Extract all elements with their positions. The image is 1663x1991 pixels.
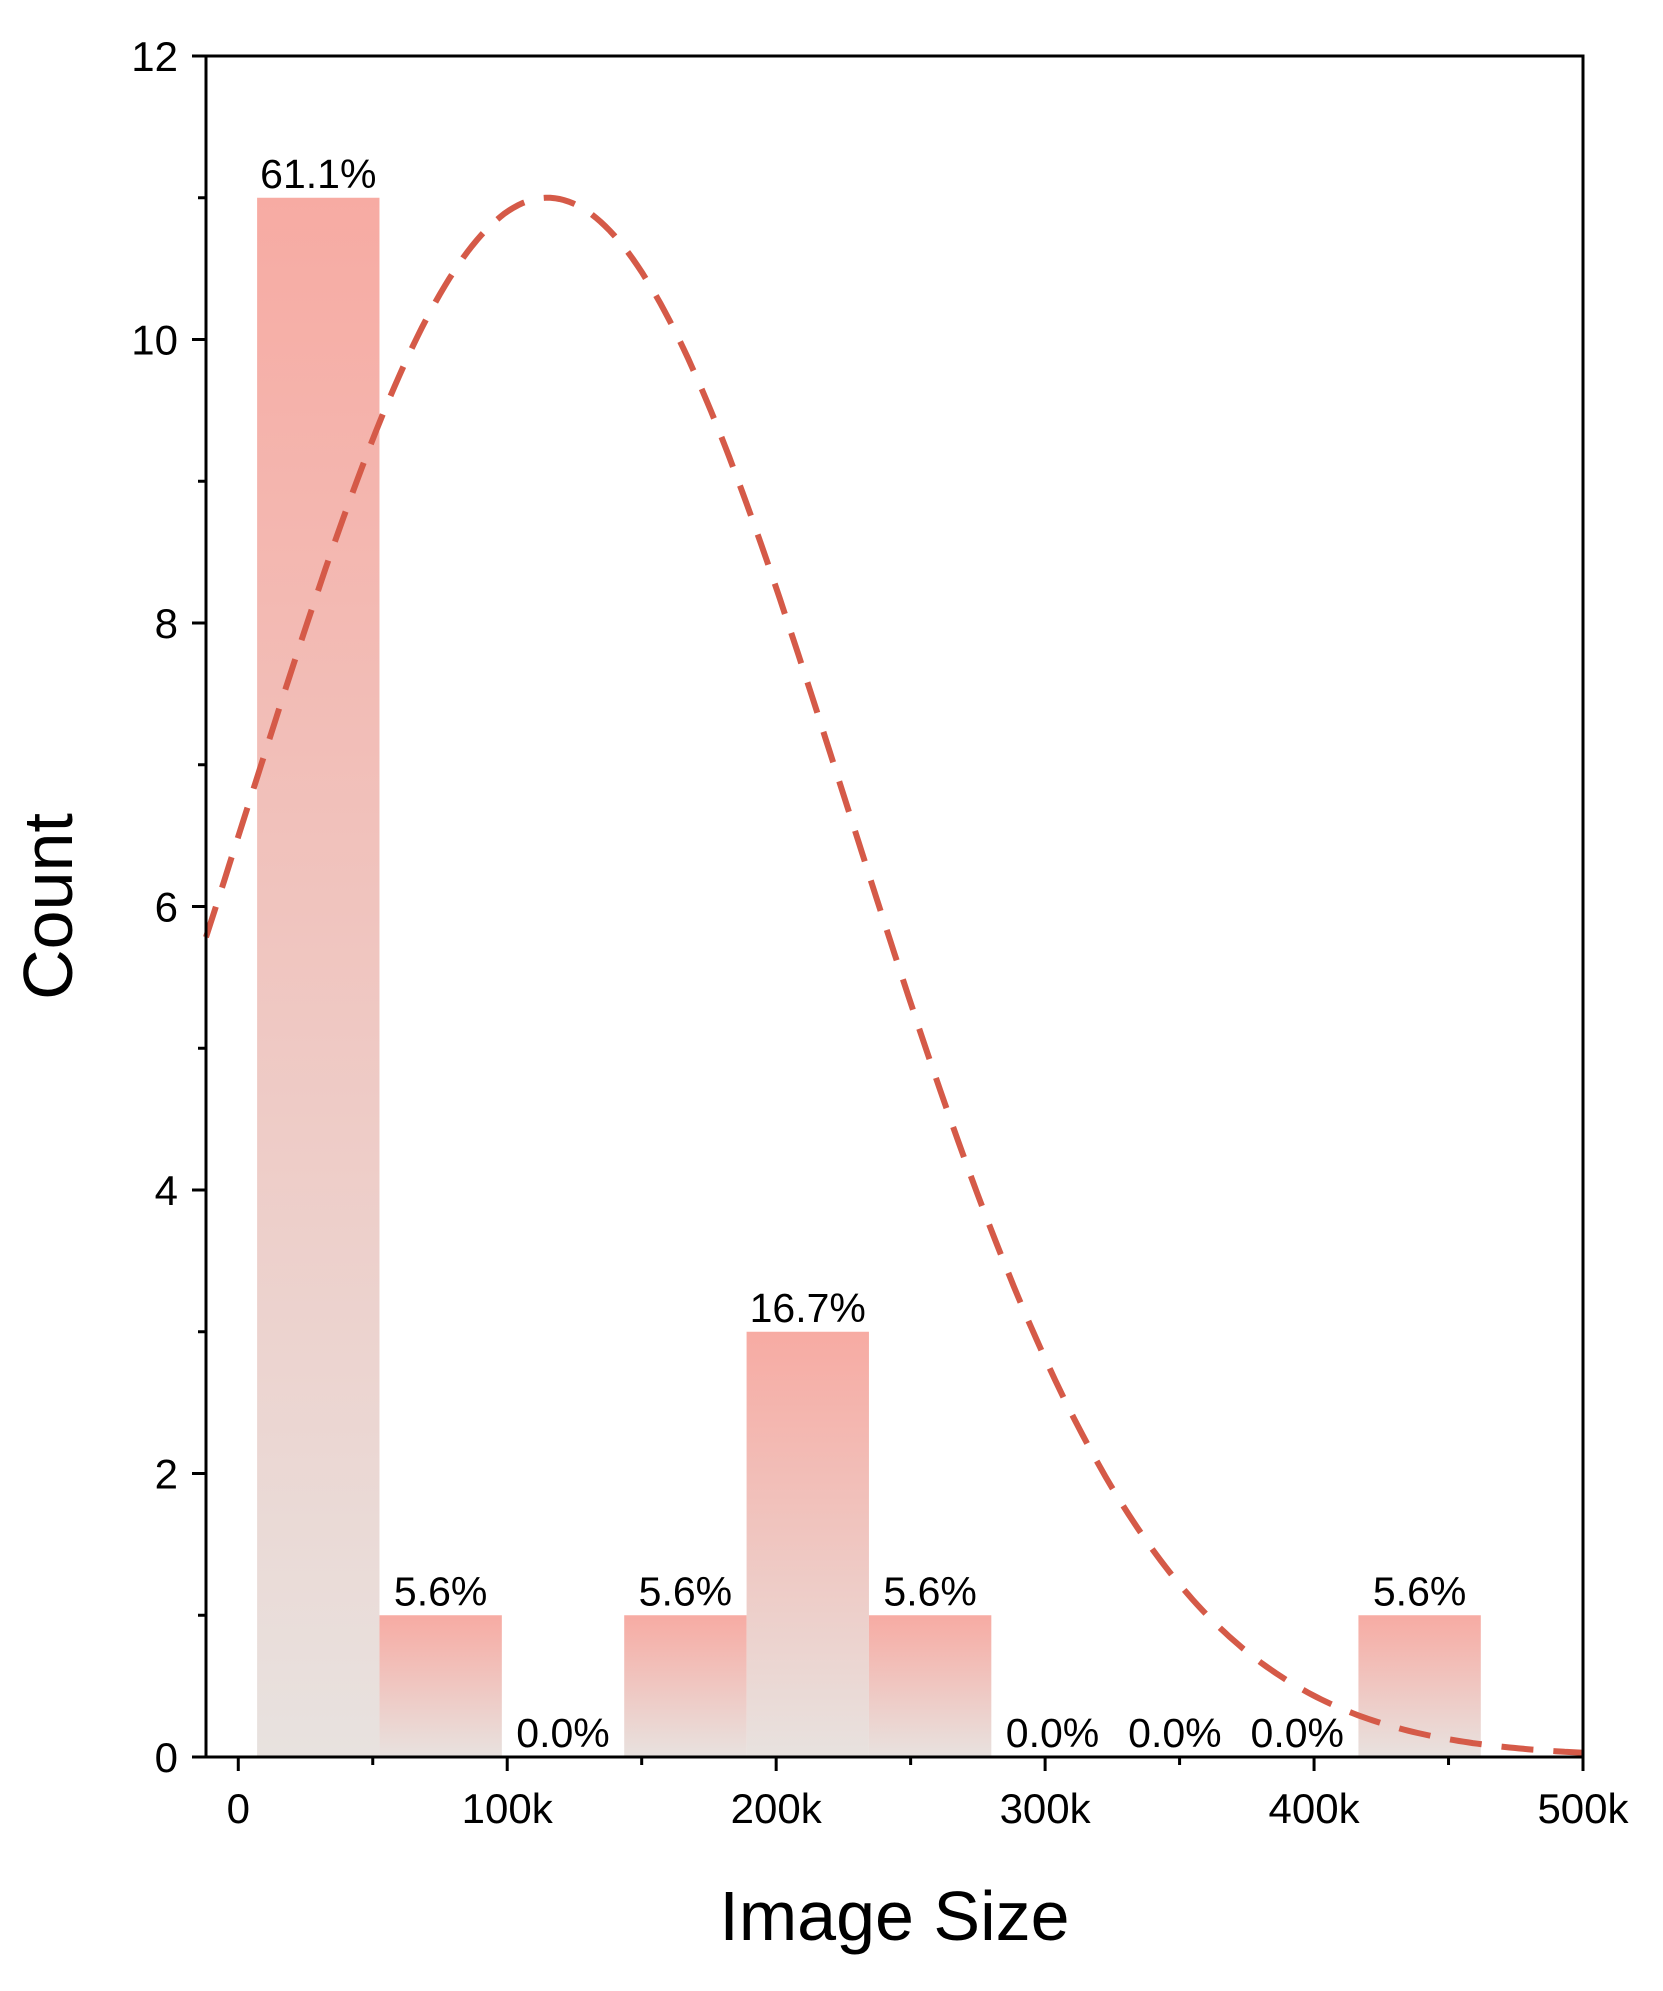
x-tick-label: 400k [1269,1785,1361,1832]
bar-label: 5.6% [394,1568,487,1614]
bar-label: 0.0% [1006,1710,1099,1756]
bar-labels-layer: 61.1% 5.6% 0.0% 5.6% 16.7% 5.6% 0.0% 0.0% 0.0% 5.… [260,151,1466,1756]
plot-frame [204,54,1585,1759]
y-axis-title: Count [9,813,87,1000]
bar-label: 0.0% [516,1710,609,1756]
x-tick-label: 500k [1537,1785,1629,1832]
bar-label: 5.6% [639,1568,732,1614]
x-tick-label: 200k [731,1785,823,1832]
bar-label: 5.6% [883,1568,976,1614]
y-tick-label: 8 [155,600,178,647]
x-tick-label: 300k [1000,1785,1092,1832]
x-tick-label: 100k [462,1785,554,1832]
y-axis: 0 2 4 6 8 10 12 [131,33,206,1781]
bar [257,197,380,1757]
bar [379,1615,502,1757]
bar-label: 0.0% [1128,1710,1221,1756]
y-tick-label: 0 [155,1734,178,1781]
bar-label: 5.6% [1373,1568,1466,1614]
fit-curve [203,194,1584,1756]
bars-layer [257,197,1481,1757]
y-tick-label: 10 [131,317,178,364]
x-tick-label: 0 [227,1785,250,1832]
x-axis-title: Image Size [719,1877,1069,1955]
bar [746,1331,869,1757]
y-tick-label: 6 [155,884,178,931]
bar [868,1615,992,1757]
bar-label: 61.1% [260,151,376,197]
bar-label: 16.7% [750,1285,866,1331]
y-tick-label: 4 [155,1167,178,1214]
y-tick-label: 2 [155,1451,178,1498]
y-tick-label: 12 [131,33,178,80]
bar-label: 0.0% [1251,1710,1344,1756]
x-axis: 0 100k 200k 300k 400k 500k [227,1757,1630,1832]
bar [624,1615,747,1757]
